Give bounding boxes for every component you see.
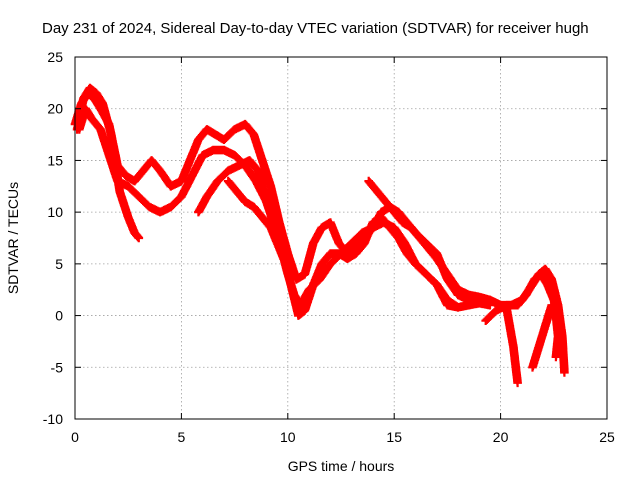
y-tick-label: 20	[47, 101, 63, 117]
y-tick-label: -10	[43, 411, 63, 427]
plot-frame	[74, 56, 608, 420]
x-tick-labels: 0 5 10 15 20 25	[71, 429, 615, 445]
y-tick-label: -5	[51, 359, 64, 375]
x-tick-label: 15	[386, 429, 402, 445]
y-tick-label: 10	[47, 204, 63, 220]
axis-ticks	[74, 56, 608, 420]
series-markers	[528, 300, 563, 372]
y-tick-label: 15	[47, 152, 63, 168]
y-tick-label: 25	[47, 49, 63, 65]
y-axis-label: SDTVAR / TECUs	[5, 182, 21, 294]
x-axis-label: GPS time / hours	[288, 458, 395, 474]
x-tick-label: 0	[71, 429, 79, 445]
chart-title: Day 231 of 2024, Sidereal Day-to-day VTE…	[42, 20, 589, 37]
series-track-5	[223, 176, 293, 274]
series-track-8	[528, 300, 563, 372]
series-markers	[223, 176, 293, 274]
y-tick-label: 5	[55, 256, 63, 272]
y-tick-labels: -10 -5 0 5 10 15 20 25	[43, 49, 63, 427]
x-tick-label: 5	[178, 429, 186, 445]
data-marks	[70, 83, 569, 388]
x-tick-label: 10	[280, 429, 296, 445]
y-tick-label: 0	[55, 308, 63, 324]
x-tick-label: 25	[599, 429, 615, 445]
x-tick-label: 20	[493, 429, 509, 445]
